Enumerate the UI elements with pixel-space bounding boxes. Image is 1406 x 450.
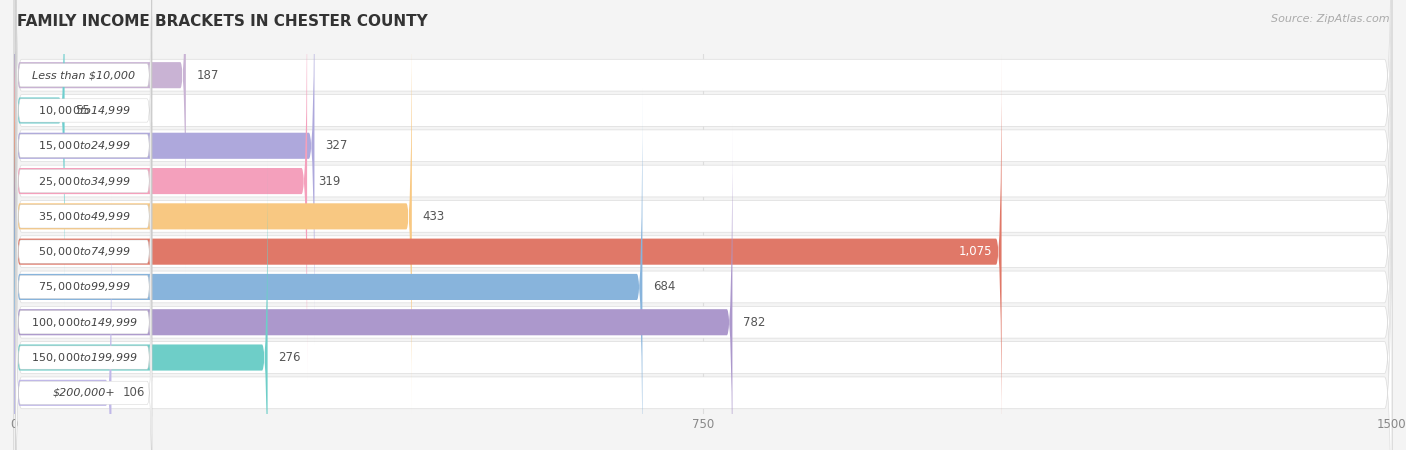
Text: 276: 276 — [278, 351, 301, 364]
FancyBboxPatch shape — [14, 56, 1392, 450]
Text: Less than $10,000: Less than $10,000 — [32, 70, 135, 80]
Text: $75,000 to $99,999: $75,000 to $99,999 — [38, 280, 131, 293]
Text: $150,000 to $199,999: $150,000 to $199,999 — [31, 351, 138, 364]
Text: $25,000 to $34,999: $25,000 to $34,999 — [38, 175, 131, 188]
FancyBboxPatch shape — [14, 53, 1001, 450]
FancyBboxPatch shape — [14, 0, 186, 274]
FancyBboxPatch shape — [14, 0, 1392, 412]
Text: 433: 433 — [423, 210, 446, 223]
FancyBboxPatch shape — [14, 0, 1392, 448]
FancyBboxPatch shape — [15, 158, 152, 450]
FancyBboxPatch shape — [14, 126, 1392, 450]
FancyBboxPatch shape — [14, 194, 111, 450]
FancyBboxPatch shape — [14, 0, 315, 344]
Text: 319: 319 — [318, 175, 340, 188]
FancyBboxPatch shape — [14, 91, 1392, 450]
FancyBboxPatch shape — [15, 122, 152, 450]
Text: $50,000 to $74,999: $50,000 to $74,999 — [38, 245, 131, 258]
FancyBboxPatch shape — [14, 18, 412, 415]
Text: $35,000 to $49,999: $35,000 to $49,999 — [38, 210, 131, 223]
FancyBboxPatch shape — [14, 0, 1392, 342]
Text: 327: 327 — [325, 139, 347, 152]
FancyBboxPatch shape — [14, 0, 1392, 450]
FancyBboxPatch shape — [14, 20, 1392, 450]
FancyBboxPatch shape — [15, 52, 152, 381]
Text: $100,000 to $149,999: $100,000 to $149,999 — [31, 316, 138, 329]
Text: 782: 782 — [744, 316, 766, 329]
Text: 106: 106 — [122, 386, 145, 399]
FancyBboxPatch shape — [15, 228, 152, 450]
Text: FAMILY INCOME BRACKETS IN CHESTER COUNTY: FAMILY INCOME BRACKETS IN CHESTER COUNTY — [17, 14, 427, 28]
FancyBboxPatch shape — [15, 16, 152, 346]
FancyBboxPatch shape — [15, 193, 152, 450]
FancyBboxPatch shape — [14, 0, 1392, 377]
FancyBboxPatch shape — [14, 88, 643, 450]
FancyBboxPatch shape — [15, 0, 152, 310]
Text: $10,000 to $14,999: $10,000 to $14,999 — [38, 104, 131, 117]
FancyBboxPatch shape — [15, 0, 152, 275]
Text: 684: 684 — [654, 280, 676, 293]
Text: 55: 55 — [76, 104, 90, 117]
FancyBboxPatch shape — [14, 159, 267, 450]
FancyBboxPatch shape — [14, 124, 733, 450]
FancyBboxPatch shape — [14, 0, 1392, 450]
FancyBboxPatch shape — [15, 87, 152, 416]
Text: 1,075: 1,075 — [959, 245, 993, 258]
FancyBboxPatch shape — [14, 0, 65, 309]
Text: $15,000 to $24,999: $15,000 to $24,999 — [38, 139, 131, 152]
Text: $200,000+: $200,000+ — [52, 388, 115, 398]
FancyBboxPatch shape — [14, 0, 307, 380]
Text: Source: ZipAtlas.com: Source: ZipAtlas.com — [1271, 14, 1389, 23]
FancyBboxPatch shape — [15, 0, 152, 240]
Text: 187: 187 — [197, 69, 219, 82]
